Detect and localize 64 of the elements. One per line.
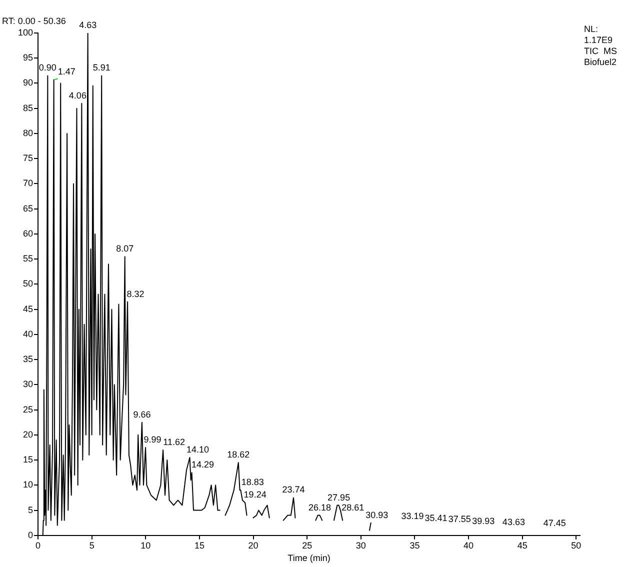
x-tick-label: 5 [89, 540, 94, 550]
y-tick-label: 65 [22, 203, 33, 214]
y-tick-label: 70 [22, 178, 33, 188]
y-tick-label: 15 [22, 454, 33, 465]
x-tick-label: 35 [410, 540, 420, 550]
annotation: 1.47 [58, 66, 76, 77]
y-tick-label: 50 [22, 278, 33, 289]
annotation: 9.66 [133, 409, 151, 420]
x-tick-label: 40 [463, 540, 474, 550]
annotation: 33.19 [401, 511, 424, 521]
y-tick-label: 90 [22, 78, 33, 88]
x-axis-title: Time (min) [288, 553, 330, 564]
annotation: 37.55 [448, 514, 471, 524]
y-tick-label: 0 [28, 530, 33, 540]
annotation: 9.99 [144, 434, 162, 444]
x-tick-label: 0 [35, 540, 41, 550]
annotation: 23.74 [282, 484, 305, 495]
y-tick-label: 30 [22, 379, 33, 390]
x-tick-label: 45 [517, 540, 528, 550]
x-tick-label: 30 [356, 540, 366, 550]
annotation: 35.41 [424, 513, 448, 523]
annotation: 18.62 [227, 450, 250, 460]
text: TIC MS [584, 46, 617, 56]
y-tick-label: 25 [22, 404, 33, 414]
y-tick-label: 95 [22, 52, 33, 63]
annotation: 11.62 [163, 436, 185, 447]
annotation: 14.10 [186, 444, 210, 455]
y-tick-label: 100 [18, 27, 33, 38]
annotation: 19.24 [244, 490, 266, 500]
annotation: 4.63 [79, 20, 97, 30]
x-tick-label: 15 [194, 540, 204, 550]
annotation: 27.95 [328, 492, 350, 502]
annotation: 47.45 [543, 518, 566, 528]
y-tick-label: 60 [22, 228, 33, 238]
x-tick-label: 20 [248, 540, 258, 550]
annotation: 4.06 [68, 90, 86, 100]
annotation: 0.90 [38, 62, 56, 73]
y-tick-label: 80 [22, 128, 33, 138]
annotation: 30.93 [366, 510, 388, 520]
text: NL: [584, 24, 598, 34]
text: RT: 0.00 - 50.36 [2, 16, 66, 26]
y-tick-label: 20 [22, 429, 33, 440]
annotation: 14.29 [192, 460, 214, 470]
y-tick-label: 5 [28, 504, 33, 515]
y-tick-label: 85 [22, 102, 33, 113]
annotation: 26.18 [308, 502, 332, 512]
text: 1.17E9 [584, 35, 613, 45]
y-tick-label: 55 [22, 254, 33, 264]
y-tick-label: 35 [22, 354, 33, 364]
x-tick-label: 25 [302, 540, 312, 550]
text: Biofuel2 [584, 57, 617, 67]
y-tick-label: 10 [22, 480, 33, 490]
annotation: 39.93 [472, 516, 495, 526]
x-tick-label: 10 [140, 540, 151, 550]
x-tick-label: 50 [571, 540, 582, 550]
y-tick-label: 75 [22, 153, 33, 164]
y-tick-label: 45 [22, 304, 33, 314]
annotation: 43.63 [502, 517, 525, 527]
annotation: 18.83 [241, 477, 264, 488]
y-tick-label: 40 [22, 328, 33, 339]
annotation: 5.91 [92, 62, 110, 73]
annotation: 8.07 [116, 244, 134, 254]
annotation: 8.32 [126, 288, 144, 299]
annotation: 28.61 [342, 502, 364, 512]
